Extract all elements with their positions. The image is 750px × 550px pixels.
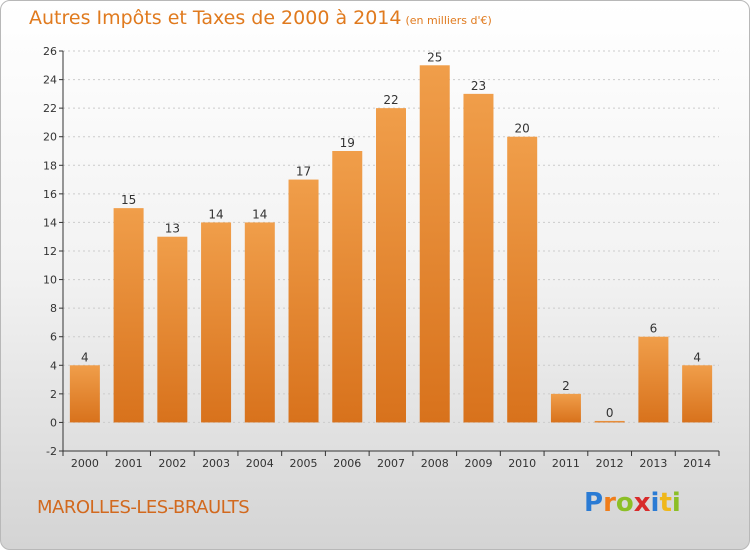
- bar: [201, 222, 232, 423]
- data-label: 0: [606, 406, 614, 420]
- x-tick-label: 2002: [158, 457, 186, 470]
- data-label: 25: [427, 50, 442, 64]
- y-tick-label: 10: [43, 274, 57, 287]
- y-tick-label: 18: [43, 159, 57, 172]
- proxiti-letter: i: [650, 488, 660, 518]
- chart-unit: (en milliers d'€): [405, 14, 492, 27]
- chart-title-text: Autres Impôts et Taxes de 2000 à 2014: [29, 7, 402, 29]
- data-label: 15: [121, 193, 136, 207]
- x-tick-label: 2011: [552, 457, 580, 470]
- data-label: 13: [165, 222, 180, 236]
- x-tick-label: 2006: [333, 457, 361, 470]
- x-tick-label: 2010: [508, 457, 536, 470]
- data-label: 17: [296, 165, 311, 179]
- proxiti-letter: x: [633, 488, 651, 518]
- bar: [463, 93, 494, 423]
- y-tick-label: 2: [50, 388, 57, 401]
- bar: [157, 236, 188, 423]
- bar: [594, 420, 625, 423]
- data-label: 4: [81, 350, 89, 364]
- x-tick-label: 2014: [683, 457, 711, 470]
- x-tick-label: 2008: [421, 457, 449, 470]
- y-tick-label: 22: [43, 102, 57, 115]
- x-tick-label: 2005: [290, 457, 318, 470]
- chart-title: Autres Impôts et Taxes de 2000 à 2014 (en…: [29, 7, 492, 29]
- x-tick-label: 2000: [71, 457, 99, 470]
- data-label: 4: [693, 350, 701, 364]
- x-tick-label: 2004: [246, 457, 274, 470]
- x-tick-label: 2012: [596, 457, 624, 470]
- x-tick-label: 2003: [202, 457, 230, 470]
- x-tick-label: 2007: [377, 457, 405, 470]
- proxiti-letter: P: [584, 488, 604, 518]
- data-label: 23: [471, 79, 486, 93]
- bar: [69, 365, 100, 423]
- proxiti-letter: r: [603, 488, 616, 518]
- data-label: 22: [383, 93, 398, 107]
- bar: [332, 151, 363, 423]
- bar: [638, 336, 669, 423]
- y-tick-label: 4: [50, 359, 57, 372]
- bar: [507, 136, 538, 423]
- proxiti-letter: o: [615, 488, 634, 518]
- y-tick-label: -2: [46, 445, 57, 458]
- y-tick-label: 16: [43, 188, 57, 201]
- x-tick-label: 2009: [464, 457, 492, 470]
- bar: [376, 108, 406, 423]
- x-tick-label: 2013: [639, 457, 667, 470]
- bar: [550, 393, 581, 423]
- data-label: 14: [252, 207, 267, 221]
- y-tick-label: 8: [50, 302, 57, 315]
- data-label: 14: [208, 207, 223, 221]
- proxiti-logo: Proxiti: [584, 488, 681, 518]
- bar: [288, 179, 319, 423]
- bar: [244, 222, 275, 423]
- data-label: 19: [340, 136, 355, 150]
- bar: [419, 65, 450, 423]
- y-tick-label: 20: [43, 131, 57, 144]
- y-tick-label: 0: [50, 416, 57, 429]
- bar: [682, 365, 713, 423]
- bar: [113, 208, 144, 423]
- data-label: 20: [515, 122, 530, 136]
- data-label: 6: [650, 322, 658, 336]
- y-tick-label: 6: [50, 331, 57, 344]
- y-tick-label: 24: [43, 74, 57, 87]
- y-tick-label: 12: [43, 245, 57, 258]
- y-tick-label: 14: [43, 216, 57, 229]
- data-label: 2: [562, 379, 570, 393]
- proxiti-letter: t: [659, 488, 672, 518]
- proxiti-letter: i: [671, 488, 681, 518]
- town-name: MAROLLES-LES-BRAULTS: [37, 497, 250, 518]
- y-tick-label: 26: [43, 45, 57, 58]
- x-tick-label: 2001: [115, 457, 143, 470]
